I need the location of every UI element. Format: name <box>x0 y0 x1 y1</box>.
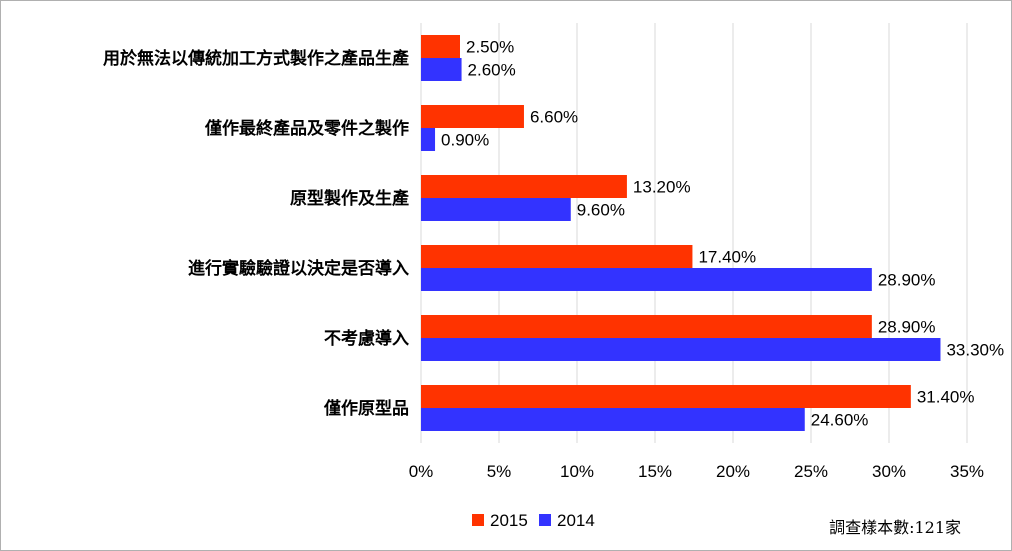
sample-size-note: 調查樣本數:121家 <box>829 518 961 537</box>
bar-2014 <box>421 338 941 361</box>
bar-2014 <box>421 268 872 291</box>
bar-2015 <box>421 385 911 408</box>
data-label-2014: 0.90% <box>441 131 489 150</box>
category-label: 用於無法以傳統加工方式製作之產品生產 <box>103 48 409 69</box>
gridlines <box>420 23 968 443</box>
legend-label-2014: 2014 <box>557 511 595 530</box>
data-label-2014: 9.60% <box>577 201 625 220</box>
data-label-2015: 28.90% <box>878 318 936 337</box>
data-label-2015: 13.20% <box>633 178 691 197</box>
legend-swatch-2015 <box>472 514 484 526</box>
legend: 2015 2014 <box>472 511 595 530</box>
data-label-2015: 2.50% <box>466 38 514 57</box>
x-tick-label: 0% <box>409 462 434 481</box>
bar-2015 <box>421 175 627 198</box>
x-tick-label: 35% <box>950 462 984 481</box>
x-tick-label: 10% <box>560 462 594 481</box>
bar-2014 <box>421 408 805 431</box>
data-label-2014: 24.60% <box>811 411 869 430</box>
x-axis-ticks: 0% 5% 10% 15% 20% 25% 30% 35% <box>409 462 984 481</box>
category-label: 原型製作及生產 <box>290 188 409 209</box>
bar-2014 <box>421 58 462 81</box>
legend-label-2015: 2015 <box>490 511 528 530</box>
bar-2015 <box>421 105 524 128</box>
x-tick-label: 25% <box>794 462 828 481</box>
x-tick-label: 15% <box>638 462 672 481</box>
bar-2015 <box>421 35 460 58</box>
category-label: 不考慮導入 <box>324 328 409 349</box>
legend-swatch-2014 <box>539 514 551 526</box>
bar-2014 <box>421 128 436 151</box>
bar-2015 <box>421 245 693 268</box>
data-label-2014: 28.90% <box>878 271 936 290</box>
data-label-2014: 2.60% <box>468 61 516 80</box>
data-label-2015: 31.40% <box>917 388 975 407</box>
data-label-2015: 6.60% <box>530 108 578 127</box>
category-label: 僅作最終產品及零件之製作 <box>204 118 409 139</box>
data-label-2015: 17.40% <box>698 248 756 267</box>
category-labels: 用於無法以傳統加工方式製作之產品生產僅作最終產品及零件之製作原型製作及生產進行實… <box>103 48 409 419</box>
x-tick-label: 30% <box>872 462 906 481</box>
bar-2014 <box>421 198 571 221</box>
x-tick-label: 5% <box>487 462 512 481</box>
data-labels: 2.50% 2.60% 6.60% 0.90% 13.20% 9.60% 17.40% 28.… <box>441 38 1004 430</box>
bars <box>421 35 941 431</box>
data-label-2014: 33.30% <box>946 341 1004 360</box>
x-tick-label: 20% <box>716 462 750 481</box>
category-label: 僅作原型品 <box>323 398 409 419</box>
category-label: 進行實驗驗證以決定是否導入 <box>188 258 409 279</box>
bar-2015 <box>421 315 872 338</box>
